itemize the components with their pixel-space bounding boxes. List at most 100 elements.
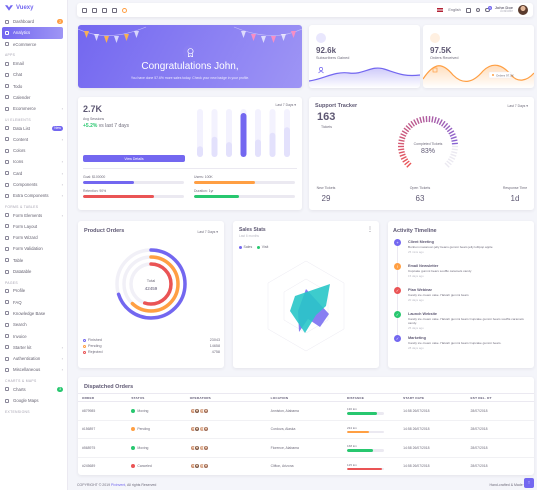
sidebar-item[interactable]: Google Maps — [0, 395, 67, 406]
column-header[interactable]: STATUS — [127, 393, 186, 402]
orders-card: 97.5K Orders Received Orders 97.5K — [423, 25, 534, 88]
last-7-days-dropdown[interactable]: Last 7 Days ▾ — [275, 103, 296, 107]
gauge-segment — [398, 150, 405, 154]
more-vertical-icon[interactable]: ⋮ — [367, 227, 373, 233]
sidebar-item-label: Email — [13, 61, 24, 67]
orders-sparkline: Orders 97.5K — [423, 64, 534, 88]
gauge-segment — [446, 160, 452, 166]
star-icon[interactable] — [122, 7, 127, 13]
us-flag-icon[interactable] — [437, 8, 444, 12]
sidebar-item[interactable]: Miscellaneous › — [0, 364, 67, 375]
sidebar-item[interactable]: Form Validation — [0, 243, 67, 254]
sidebar-item[interactable]: Form Elements › — [0, 209, 67, 220]
column-header[interactable]: DISTANCE — [343, 393, 400, 402]
gauge-segment — [410, 120, 415, 127]
email-icon[interactable] — [102, 7, 107, 13]
sidebar-item[interactable]: Analytics — [2, 27, 63, 39]
sidebar-item[interactable]: FAQ — [0, 297, 67, 308]
distance-fill — [347, 449, 373, 452]
congrats-text: You have done 57.6% more sales today. Ch… — [130, 76, 250, 80]
sidebar-item[interactable]: Card › — [0, 168, 67, 179]
sidebar-item[interactable]: Chat — [0, 69, 67, 80]
gauge-segment — [436, 117, 440, 125]
sidebar-item[interactable]: Invoice — [0, 330, 67, 341]
table-row[interactable]: #568975 Moving Florence, Alabama 168 km 14:5… — [78, 438, 534, 458]
operator-avatar[interactable] — [203, 426, 210, 433]
sidebar-item[interactable]: Content › — [0, 134, 67, 145]
sidebar-item[interactable]: Charts 3 — [0, 384, 67, 395]
scroll-top-button[interactable]: ↑ — [524, 478, 534, 488]
legend-dot — [239, 245, 242, 249]
legend-label: Rejected — [88, 350, 103, 354]
sidebar-item[interactable]: Data List New — [0, 122, 67, 133]
operator-avatar[interactable] — [203, 444, 210, 451]
sidebar-item[interactable]: Table — [0, 255, 67, 266]
table-row[interactable]: #156897 Pending Cordova, Alaska 234 km 14:58… — [78, 420, 534, 439]
column-header[interactable]: EST DEL. DT — [466, 393, 534, 402]
gauge-segment — [451, 139, 458, 142]
support-tracker-card: Support Tracker Last 7 Days ▾ 163 Ticket… — [309, 97, 534, 210]
fullscreen-icon[interactable] — [465, 7, 471, 13]
sidebar-item[interactable]: Form Layout — [0, 221, 67, 232]
todo-icon[interactable] — [82, 7, 87, 13]
column-header[interactable]: LOCATION — [266, 393, 344, 402]
sidebar-item[interactable]: eCommerce — [0, 39, 67, 50]
sidebar-item[interactable]: Todo — [0, 80, 67, 91]
sidebar-item-label: Components — [13, 182, 38, 187]
column-header[interactable]: ORDER — [78, 393, 128, 402]
search-icon[interactable] — [475, 7, 481, 13]
sidebar-item-label: Table — [13, 257, 24, 263]
avatar[interactable] — [518, 5, 528, 15]
brand[interactable]: Vuexy — [0, 0, 67, 16]
pixinvent-link[interactable]: Pixinvent — [111, 483, 126, 487]
sidebar-item[interactable]: Form Wizard — [0, 232, 67, 243]
order-id: #568975 — [78, 438, 128, 458]
sidebar-item[interactable]: Extra Components › — [0, 190, 67, 201]
chevron-right-icon: › — [61, 136, 63, 142]
table-row[interactable]: #245689 Canceled Clifton, Arizona 125 km 14:… — [78, 457, 534, 475]
sidebar-item[interactable]: Datatable — [0, 266, 67, 277]
sidebar-item[interactable]: Calender — [0, 92, 67, 103]
bell-icon[interactable]: 5 — [485, 5, 492, 13]
calendar-icon[interactable] — [112, 7, 117, 13]
menu-item-icon — [5, 224, 9, 229]
user-menu[interactable]: John Doe Available — [494, 4, 513, 15]
table-row[interactable]: #879985 Moving Anniston, Alabama 130 km 14:5… — [78, 401, 534, 421]
distance-track — [347, 449, 385, 452]
sidebar-item-label: Invoice — [13, 333, 27, 339]
column-header[interactable]: OPERATORS — [185, 393, 267, 402]
user-name: John Doe — [494, 4, 513, 10]
sidebar-item[interactable]: Dashboard 2 — [0, 16, 67, 27]
operator-avatar[interactable] — [203, 463, 210, 470]
sidebar-item[interactable]: Ecommerce › — [0, 103, 67, 114]
orders-range-dropdown[interactable]: Last 7 Days ▾ — [197, 230, 218, 234]
sidebar-item[interactable]: Icons › — [0, 156, 67, 167]
sidebar-item-label: Form Elements — [13, 212, 43, 218]
sidebar-item[interactable]: Colors — [0, 145, 67, 156]
sidebar-item[interactable]: Search — [0, 319, 67, 330]
language-selector[interactable]: English — [448, 8, 461, 12]
activity-timeline-card: Activity Timeline + Client Meeting Bonbon … — [388, 221, 534, 368]
menu-item-icon — [5, 106, 9, 111]
column-header[interactable]: START DATE — [399, 393, 467, 402]
view-details-button[interactable]: View Details — [83, 155, 185, 162]
sidebar-item[interactable]: Components › — [0, 179, 67, 190]
goal-fill — [83, 195, 154, 198]
chat-icon[interactable] — [92, 7, 97, 13]
order-id: #156897 — [78, 420, 128, 439]
tickets-value: 163 — [317, 111, 336, 123]
sidebar-item[interactable]: Profile — [0, 285, 67, 296]
operator-avatar[interactable] — [203, 407, 210, 414]
sidebar-item[interactable]: Email — [0, 58, 67, 69]
menu-item-icon — [5, 61, 9, 66]
session-bar — [255, 139, 261, 157]
menu-item-icon — [5, 288, 9, 293]
sidebar-item-label: Datatable — [13, 269, 32, 275]
product-orders-radial-chart: Total 42459 — [115, 248, 187, 320]
support-range-dropdown[interactable]: Last 7 Days ▾ — [507, 104, 528, 108]
sidebar-item[interactable]: Starter kit › — [0, 342, 67, 353]
sidebar-item[interactable]: Knowledge Base — [0, 308, 67, 319]
timeline-item: ✓ Marketing Candy ice cream cake. Halvah g… — [394, 335, 529, 359]
sidebar-item[interactable]: Authentication › — [0, 353, 67, 364]
sidebar-item-label: Form Validation — [13, 246, 43, 252]
